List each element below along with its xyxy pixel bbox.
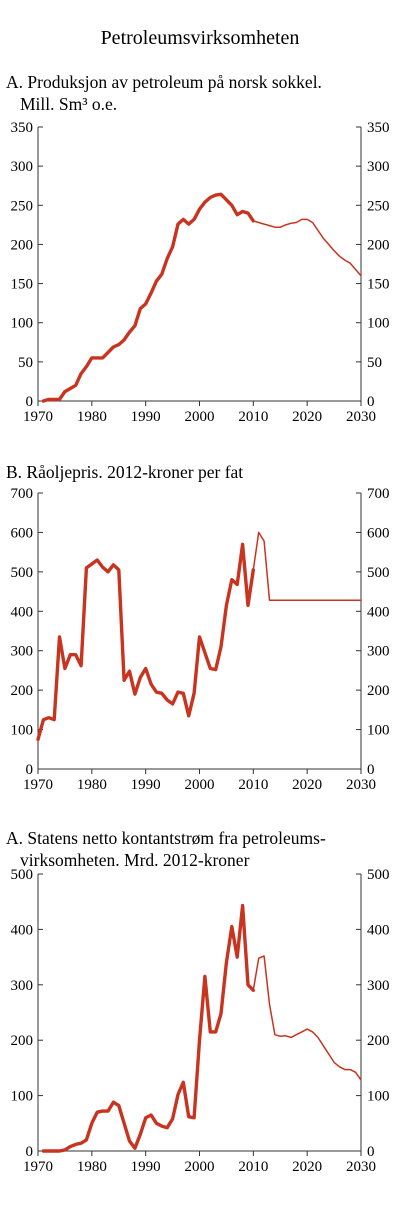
chart-3-xtick-label: 1970 xyxy=(23,1159,53,1175)
chart-1-xtick-label: 2020 xyxy=(292,409,322,425)
chart-2-ytick-label-left: 400 xyxy=(11,604,34,620)
chart-3-ytick-label-left: 300 xyxy=(11,978,34,994)
chart-1-ytick-label-right: 200 xyxy=(367,237,390,253)
chart-2-ytick-label-left: 300 xyxy=(11,644,34,660)
chart-2-xtick-label: 1980 xyxy=(77,777,107,793)
chart-2-ytick-label-right: 700 xyxy=(367,486,390,502)
chart-3-ytick-label-right: 0 xyxy=(367,1144,375,1160)
chart-1-ytick-label-right: 50 xyxy=(367,355,382,371)
chart-3-ytick-label-left: 200 xyxy=(11,1033,34,1049)
chart-3-xtick-label: 1990 xyxy=(131,1159,161,1175)
chart-2-ytick-label-right: 0 xyxy=(367,762,375,778)
chart-2-ytick-label-left: 700 xyxy=(11,486,34,502)
chart-1-ytick-label-left: 150 xyxy=(11,277,34,293)
chart-1-ytick-label-left: 50 xyxy=(18,355,33,371)
chart-2-ytick-label-right: 400 xyxy=(367,604,390,620)
chart-1-title-line2: Mill. Sm³ o.e. xyxy=(20,94,117,114)
chart-1-ytick-label-right: 0 xyxy=(367,394,375,410)
chart-2-ytick-label-left: 200 xyxy=(11,683,34,699)
page-title: Petroleumsvirksomheten xyxy=(101,27,300,49)
chart-3-series-historical xyxy=(41,903,256,1153)
chart-1-ytick-label-right: 350 xyxy=(367,120,390,136)
chart-3-ytick-label-left: 0 xyxy=(26,1144,34,1160)
chart-3-ytick-label-left: 400 xyxy=(11,922,34,938)
chart-2-xtick-label: 2010 xyxy=(238,777,268,793)
chart-3-ytick-label-left: 100 xyxy=(11,1089,34,1105)
chart-2-xtick-label: 2000 xyxy=(185,777,215,793)
chart-1-ytick-label-left: 350 xyxy=(11,120,34,136)
chart-3-ytick-label-right: 300 xyxy=(367,978,390,994)
chart-3-ytick-label-right: 100 xyxy=(367,1089,390,1105)
chart-3-xtick-label: 2010 xyxy=(238,1159,268,1175)
chart-1-ytick-label-left: 0 xyxy=(26,394,34,410)
chart-1-ytick-label-right: 300 xyxy=(367,159,390,175)
chart-1-ytick-label-right: 150 xyxy=(367,277,390,293)
chart-3-ytick-label-right: 400 xyxy=(367,922,390,938)
chart-1-xtick-label: 1970 xyxy=(23,409,53,425)
chart-2-ytick-label-right: 600 xyxy=(367,525,390,541)
chart-1-xtick-label: 2030 xyxy=(346,409,376,425)
chart-2-ytick-label-right: 200 xyxy=(367,683,390,699)
chart-3-title-line2: virksomheten. Mrd. 2012-kroner xyxy=(20,850,250,870)
chart-2-xtick-label: 1970 xyxy=(23,777,53,793)
chart-2-ytick-label-left: 500 xyxy=(11,565,34,581)
chart-3-xtick-label: 2030 xyxy=(346,1159,376,1175)
chart-1-ytick-label-right: 100 xyxy=(367,316,390,332)
chart-1-title: A. Produksjon av petroleum på norsk sokk… xyxy=(6,72,322,92)
chart-3-series-projection xyxy=(252,955,362,1081)
chart-1-xtick-label: 1990 xyxy=(131,409,161,425)
chart-3-xtick-label: 2000 xyxy=(185,1159,215,1175)
chart-2-ytick-label-left: 100 xyxy=(11,723,34,739)
chart-2-ytick-label-left: 600 xyxy=(11,525,34,541)
chart-2-ytick-label-left: 0 xyxy=(26,762,34,778)
chart-1-ytick-label-left: 200 xyxy=(11,237,34,253)
chart-3-xtick-label: 1980 xyxy=(77,1159,107,1175)
chart-3-title: A. Statens netto kontantstrøm fra petrol… xyxy=(6,828,326,848)
chart-2-series-historical xyxy=(36,542,256,742)
chart-1-ytick-label-left: 250 xyxy=(11,198,34,214)
chart-2-xtick-label: 1990 xyxy=(131,777,161,793)
chart-1-xtick-label: 1980 xyxy=(77,409,107,425)
chart-3-ytick-label-left: 500 xyxy=(11,867,34,883)
chart-2-ytick-label-right: 500 xyxy=(367,565,390,581)
chart-2-title: B. Råoljepris. 2012-kroner per fat xyxy=(6,462,243,482)
chart-2-xtick-label: 2020 xyxy=(292,777,322,793)
chart-1-series-historical xyxy=(41,192,256,403)
chart-3-xtick-label: 2020 xyxy=(292,1159,322,1175)
chart-3-ytick-label-right: 500 xyxy=(367,867,390,883)
chart-3-ytick-label-right: 200 xyxy=(367,1033,390,1049)
chart-1-ytick-label-right: 250 xyxy=(367,198,390,214)
chart-2-xtick-label: 2030 xyxy=(346,777,376,793)
chart-1-xtick-label: 2010 xyxy=(238,409,268,425)
chart-1-ytick-label-left: 100 xyxy=(11,316,34,332)
chart-2-series-projection xyxy=(252,531,362,601)
chart-1-series-projection xyxy=(252,218,362,277)
chart-2-ytick-label-right: 300 xyxy=(367,644,390,660)
chart-1-xtick-label: 2000 xyxy=(185,409,215,425)
chart-2-ytick-label-right: 100 xyxy=(367,723,390,739)
chart-1-ytick-label-left: 300 xyxy=(11,159,34,175)
